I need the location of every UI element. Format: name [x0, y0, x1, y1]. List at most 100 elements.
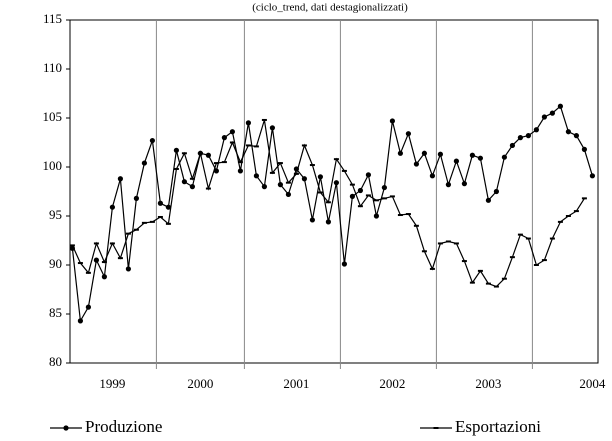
- point: [261, 184, 267, 190]
- point: [517, 135, 524, 141]
- point: [477, 269, 483, 272]
- point: [549, 237, 555, 240]
- point: [197, 152, 203, 155]
- point: [253, 145, 259, 148]
- point: [309, 217, 315, 223]
- point: [509, 256, 515, 259]
- point: [253, 173, 259, 179]
- point: [229, 141, 235, 144]
- x-tick-label: 2001: [283, 376, 309, 391]
- point: [85, 304, 91, 310]
- x-tick-label: 2004: [579, 376, 606, 391]
- y-tick-label: 110: [43, 60, 62, 75]
- y-tick-label: 115: [43, 11, 62, 26]
- point: [133, 228, 139, 231]
- series-line: [71, 105, 593, 323]
- point: [405, 131, 411, 137]
- point: [237, 161, 243, 164]
- point: [501, 277, 507, 280]
- point: [213, 168, 219, 174]
- point: [525, 237, 531, 240]
- y-tick-label: 90: [49, 256, 62, 271]
- point: [557, 220, 563, 223]
- point: [85, 271, 91, 274]
- legend-label: Esportazioni: [455, 417, 541, 436]
- point: [165, 222, 171, 225]
- point: [517, 233, 523, 236]
- point: [125, 266, 131, 272]
- point: [189, 184, 195, 190]
- point: [573, 210, 579, 213]
- point: [493, 188, 499, 195]
- point: [293, 172, 299, 175]
- point: [285, 191, 291, 198]
- point: [117, 176, 123, 182]
- y-tick-label: 95: [49, 207, 62, 222]
- point: [117, 257, 123, 260]
- point: [69, 244, 75, 247]
- point: [261, 118, 267, 121]
- point: [245, 144, 251, 147]
- point: [229, 129, 235, 135]
- point: [221, 135, 227, 141]
- point: [365, 172, 371, 178]
- point: [541, 114, 548, 120]
- point: [325, 201, 331, 204]
- point: [445, 240, 451, 243]
- point: [301, 144, 307, 147]
- legend-label: Produzione: [85, 417, 162, 436]
- point: [381, 184, 387, 191]
- point: [301, 176, 307, 182]
- point: [357, 205, 363, 208]
- point: [157, 215, 163, 218]
- point: [421, 150, 427, 156]
- x-tick-label: 1999: [99, 376, 125, 391]
- point: [205, 187, 211, 190]
- point: [93, 257, 99, 263]
- point: [557, 103, 564, 109]
- point: [405, 213, 411, 216]
- point: [413, 161, 419, 167]
- point: [397, 214, 403, 217]
- point: [101, 274, 107, 280]
- point: [389, 195, 395, 198]
- point: [285, 181, 291, 184]
- point: [269, 171, 275, 174]
- point: [373, 199, 379, 202]
- point: [125, 232, 131, 235]
- point: [93, 242, 99, 245]
- point: [309, 164, 315, 167]
- point: [453, 242, 459, 245]
- point: [77, 318, 83, 324]
- point: [133, 195, 139, 201]
- point: [325, 219, 331, 225]
- point: [237, 168, 243, 174]
- point: [533, 127, 540, 133]
- point: [357, 187, 363, 194]
- point: [437, 151, 443, 157]
- point: [389, 118, 395, 124]
- point: [445, 182, 451, 188]
- point: [573, 133, 580, 139]
- point: [245, 120, 251, 126]
- plot-frame: [69, 19, 599, 364]
- point: [277, 182, 283, 188]
- point: [437, 242, 443, 245]
- point: [485, 197, 491, 203]
- point: [581, 197, 587, 200]
- point: [149, 137, 155, 144]
- point: [269, 125, 275, 131]
- point: [109, 242, 115, 245]
- x-tick-label: 2000: [187, 376, 213, 391]
- point: [317, 191, 323, 194]
- point: [173, 147, 179, 153]
- point: [101, 261, 107, 264]
- point: [397, 150, 403, 156]
- point: [381, 197, 387, 200]
- point: [565, 129, 572, 135]
- point: [373, 213, 379, 219]
- chart-subtitle: (ciclo_trend, dati destagionalizzati): [252, 2, 408, 14]
- point: [429, 173, 435, 179]
- point: [493, 285, 499, 288]
